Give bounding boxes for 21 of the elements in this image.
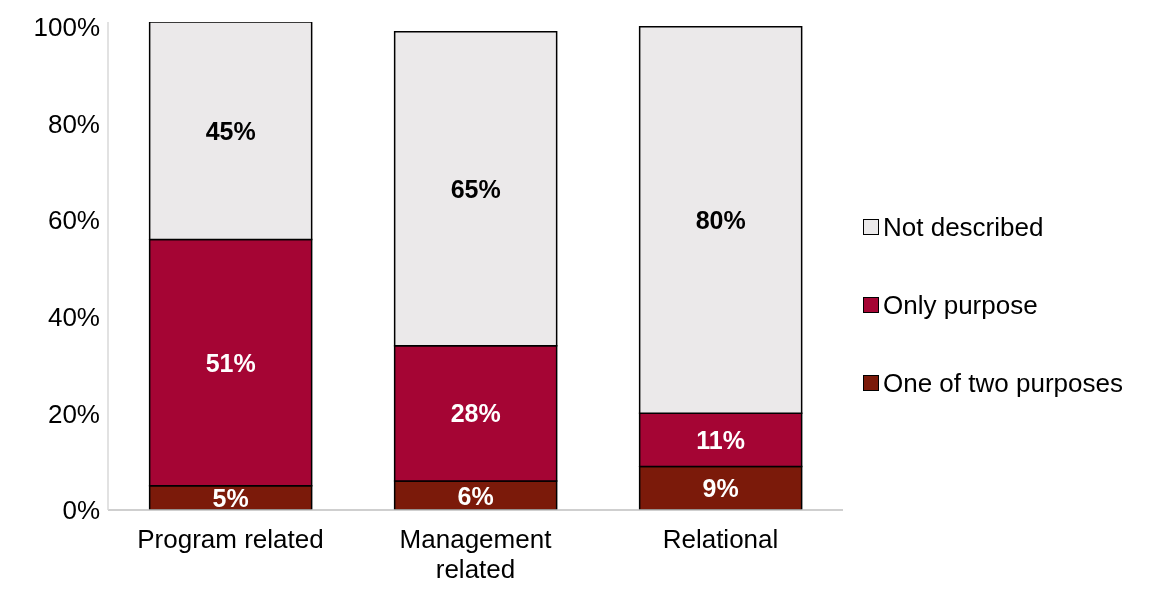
data-label: 6% <box>457 481 494 510</box>
x-tick-label: Management related <box>399 524 553 584</box>
data-label: 11% <box>696 425 745 454</box>
data-label: 5% <box>212 483 249 512</box>
y-tick-label: 40% <box>47 301 100 332</box>
legend-label: Not described <box>883 211 1044 243</box>
data-label: 51% <box>205 348 256 377</box>
data-label: 80% <box>695 206 746 235</box>
legend-label: Only purpose <box>883 289 1038 321</box>
data-label: 9% <box>702 474 739 503</box>
x-tick-label: Relational <box>662 524 779 554</box>
data-label: 28% <box>450 399 501 428</box>
x-tick-label: Program related <box>137 524 324 554</box>
data-label: 45% <box>205 116 256 145</box>
data-label: 65% <box>450 174 501 203</box>
y-tick-label: 60% <box>47 205 100 236</box>
legend-label: One of two purposes <box>883 367 1123 399</box>
y-tick-label: 80% <box>47 108 100 139</box>
y-tick-label: 0% <box>62 495 100 526</box>
y-tick-label: 100% <box>33 12 100 43</box>
y-tick-label: 20% <box>47 398 100 429</box>
